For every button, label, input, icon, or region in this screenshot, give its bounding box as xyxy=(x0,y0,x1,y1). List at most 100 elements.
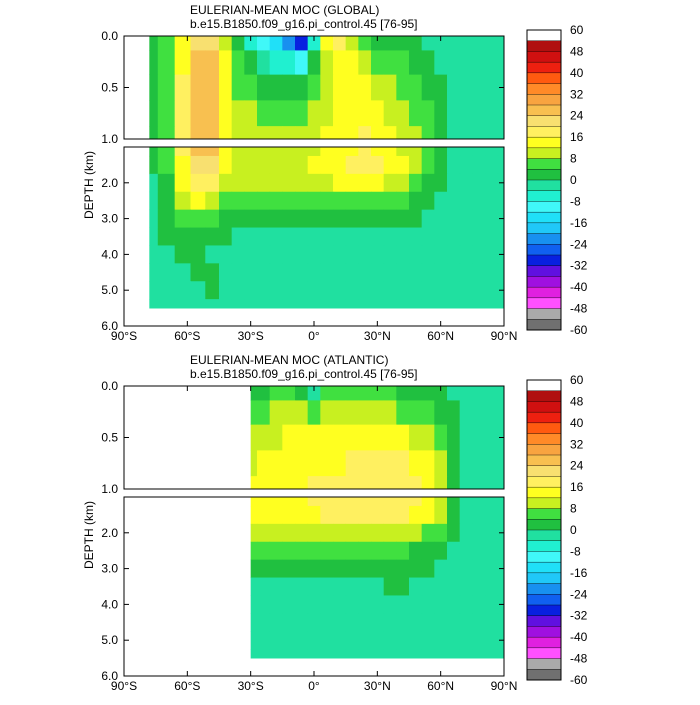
moc-cell xyxy=(396,476,410,489)
moc-cell xyxy=(174,147,191,157)
moc-cell xyxy=(149,100,159,127)
moc-cell xyxy=(497,227,504,246)
colorbar-box xyxy=(526,594,562,606)
moc-cell xyxy=(396,74,410,101)
moc-cell xyxy=(358,631,372,650)
moc-cell xyxy=(472,577,486,596)
moc-cell xyxy=(231,209,245,228)
moc-cell xyxy=(383,173,397,193)
moc-cell xyxy=(250,541,258,561)
colorbar-label: -8 xyxy=(570,194,581,208)
colorbar-box xyxy=(526,136,562,149)
moc-cell xyxy=(396,505,410,525)
moc-cell xyxy=(345,649,359,659)
x-tick-label: 60°N xyxy=(427,679,454,693)
colorbar-label: -40 xyxy=(570,280,588,294)
moc-cell xyxy=(421,50,435,76)
colorbar-box xyxy=(526,244,562,256)
colorbar-box xyxy=(526,190,562,202)
colorbar-label: -24 xyxy=(570,587,588,601)
moc-cell xyxy=(396,36,410,51)
y-tick-label: 3.0 xyxy=(101,562,118,576)
moc-cell xyxy=(447,577,461,596)
moc-cell xyxy=(421,263,435,282)
colorbar-box xyxy=(526,658,562,670)
moc-cell xyxy=(231,147,245,157)
colorbar-label: 16 xyxy=(570,130,584,144)
moc-cell xyxy=(358,281,372,300)
moc-cell xyxy=(295,424,309,451)
colorbar-box xyxy=(526,572,562,585)
moc-cell xyxy=(307,209,321,228)
moc-cell xyxy=(485,577,499,596)
moc-cell xyxy=(371,173,385,193)
moc-cell xyxy=(269,400,283,426)
moc-cell xyxy=(383,613,397,632)
moc-cell xyxy=(358,299,372,309)
moc-cell xyxy=(447,155,461,175)
moc-cell xyxy=(345,497,359,507)
moc-cell xyxy=(497,400,504,426)
colorbar-box xyxy=(526,83,562,95)
moc-cell xyxy=(282,155,296,175)
moc-cell xyxy=(472,50,486,76)
moc-cell xyxy=(485,497,499,507)
moc-cell xyxy=(434,173,448,193)
moc-cell xyxy=(383,263,397,282)
moc-cell xyxy=(345,173,359,193)
colorbar-label: -32 xyxy=(570,609,588,623)
moc-cell xyxy=(396,613,410,632)
moc-cell xyxy=(307,227,321,246)
moc-cell xyxy=(371,541,385,561)
moc-cell xyxy=(434,100,448,127)
moc-cell xyxy=(205,191,220,211)
colorbar-label: 40 xyxy=(570,66,584,80)
moc-cell xyxy=(174,245,191,264)
x-tick-label: 60°N xyxy=(427,329,454,343)
moc-cell xyxy=(409,263,423,282)
moc-cell xyxy=(485,541,499,561)
moc-cell xyxy=(371,74,385,101)
moc-cell xyxy=(421,281,435,300)
moc-cell xyxy=(307,577,321,596)
moc-cell xyxy=(409,450,423,477)
moc-cell xyxy=(396,386,410,401)
moc-cell xyxy=(396,424,410,451)
moc-cell xyxy=(307,386,321,401)
moc-cell xyxy=(472,595,486,614)
moc-cell xyxy=(434,191,448,211)
moc-cell xyxy=(409,155,423,175)
moc-cell xyxy=(282,505,296,525)
moc-cell xyxy=(497,497,504,507)
moc-cell xyxy=(459,36,473,51)
moc-cell xyxy=(149,147,159,157)
moc-cell xyxy=(345,386,359,401)
moc-cell xyxy=(459,631,473,650)
moc-cell xyxy=(434,245,448,264)
moc-cell xyxy=(472,631,486,650)
moc-cell xyxy=(219,299,233,309)
moc-cell xyxy=(269,450,283,477)
moc-cell xyxy=(396,126,410,139)
colorbar-box xyxy=(526,476,562,488)
moc-cell xyxy=(320,523,334,543)
moc-cell xyxy=(434,649,448,659)
moc-cell xyxy=(307,281,321,300)
moc-cell xyxy=(396,299,410,309)
colorbar-label: 16 xyxy=(570,480,584,494)
moc-cell xyxy=(320,386,334,401)
moc-cell xyxy=(333,424,347,451)
colorbar-label: -60 xyxy=(570,673,588,687)
moc-cell xyxy=(320,631,334,650)
moc-cell xyxy=(434,209,448,228)
moc-cell xyxy=(250,577,258,596)
moc-cell xyxy=(244,147,258,157)
moc-cell xyxy=(149,173,159,193)
colorbar-frame xyxy=(526,379,562,681)
colorbar-box xyxy=(526,233,562,245)
moc-cell xyxy=(421,227,435,246)
moc-cell xyxy=(485,209,499,228)
moc-cell xyxy=(409,100,423,127)
moc-cell xyxy=(231,36,245,51)
moc-cell xyxy=(345,209,359,228)
